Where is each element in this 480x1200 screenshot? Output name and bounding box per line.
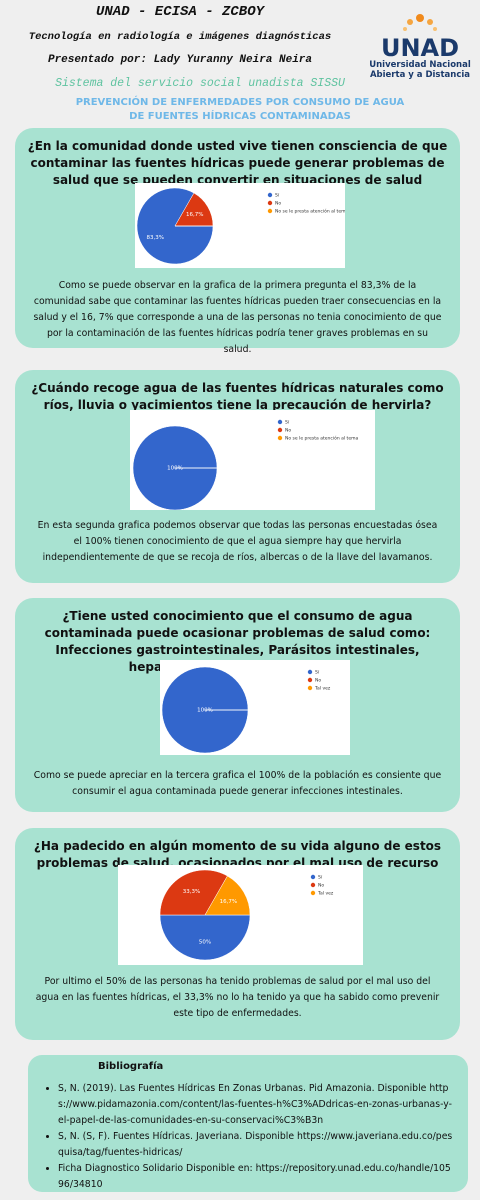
legend-swatch bbox=[267, 208, 273, 214]
section-card: ¿Tiene usted conocimiento que el consumo… bbox=[15, 598, 460, 812]
legend-swatch bbox=[307, 677, 313, 683]
bibliography-item: S, N. (S, F). Fuentes Hídricas. Javerian… bbox=[58, 1129, 456, 1161]
legend-label: Sí bbox=[318, 874, 323, 881]
pie-slice bbox=[204, 875, 251, 916]
bibliography-title: Bibliografía bbox=[98, 1061, 164, 1072]
header-line: Presentado por: Lady Yuranny Neira Neira bbox=[47, 54, 313, 66]
bibliography-item: S, N. (2019). Las Fuentes Hídricas En Zo… bbox=[58, 1081, 456, 1129]
caption: Como se puede observar en la grafica de … bbox=[33, 280, 442, 355]
header-line: Tecnología en radiología e imágenes diag… bbox=[28, 31, 332, 43]
legend-swatch bbox=[267, 200, 273, 206]
legend-label: No bbox=[285, 428, 291, 434]
caption: En esta segunda grafica podemos observar… bbox=[37, 520, 438, 563]
logo-icon bbox=[403, 14, 437, 31]
pie-chart: 50% 33,3% 16,7% Sí No Tal vez bbox=[118, 865, 363, 965]
legend-swatch bbox=[277, 435, 283, 441]
section-card: ¿Cuándo recoge agua de las fuentes hídri… bbox=[15, 370, 460, 583]
caption: Por ultimo el 50% de las personas ha ten… bbox=[35, 976, 440, 1019]
legend-swatch bbox=[310, 890, 316, 896]
caption: Como se puede apreciar en la tercera gra… bbox=[33, 770, 442, 797]
pie-slice bbox=[159, 869, 228, 916]
slice-label: 83,3% bbox=[147, 235, 164, 241]
legend-label: No bbox=[318, 883, 324, 889]
slice-label: 33,3% bbox=[183, 889, 200, 895]
logo: UNAD Universidad Nacional Abierta y a Di… bbox=[365, 12, 475, 80]
legend-label: No bbox=[315, 678, 321, 684]
legend-label: No se le presta atención al tema bbox=[275, 208, 345, 215]
legend-swatch bbox=[267, 192, 273, 198]
legend-swatch bbox=[307, 669, 313, 675]
main-title: PREVENCIÓN DE ENFERMEDADES POR CONSUMO D… bbox=[75, 97, 405, 122]
header-line: UNAD - ECISA - ZCBOY bbox=[95, 4, 265, 20]
pie-slice bbox=[159, 914, 251, 961]
logo-text: Abierta y a Distancia bbox=[369, 70, 471, 80]
slice-label: 50% bbox=[199, 940, 211, 946]
slice-label: 16,7% bbox=[220, 899, 237, 905]
question: ¿En la comunidad donde usted vive tienen… bbox=[27, 139, 448, 204]
legend-label: Tal vez bbox=[314, 686, 331, 692]
section-card: ¿Ha padecido en algún momento de su vida… bbox=[15, 828, 460, 1040]
legend-swatch bbox=[307, 685, 313, 691]
bibliography-item: Ficha Diagnostico Solidario Disponible e… bbox=[58, 1161, 456, 1193]
legend-label: No se le presta atención al tema bbox=[285, 435, 358, 442]
legend-swatch bbox=[277, 427, 283, 433]
logo-text: Universidad Nacional bbox=[369, 60, 471, 70]
question: ¿Cuándo recoge agua de las fuentes hídri… bbox=[31, 381, 444, 412]
legend-label: Sí bbox=[285, 419, 290, 426]
legend-swatch bbox=[310, 882, 316, 888]
legend-label: Sí bbox=[275, 192, 280, 199]
slice-label: 100% bbox=[197, 708, 213, 714]
pie-slice bbox=[136, 187, 214, 265]
legend-label: Tal vez bbox=[317, 891, 334, 897]
header-line: Sistema del servicio social unadista SIS… bbox=[55, 77, 345, 90]
legend-swatch bbox=[310, 874, 316, 880]
legend-label: Sí bbox=[315, 669, 320, 676]
legend-label: No bbox=[275, 201, 281, 207]
bibliography-list: S, N. (2019). Las Fuentes Hídricas En Zo… bbox=[28, 1081, 456, 1193]
bibliography: Bibliografía S, N. (2019). Las Fuentes H… bbox=[28, 1055, 468, 1192]
legend-swatch bbox=[277, 419, 283, 425]
logo-name: UNAD bbox=[380, 34, 460, 62]
section-card: ¿En la comunidad donde usted vive tienen… bbox=[15, 128, 460, 355]
slice-label: 16,7% bbox=[186, 212, 203, 218]
pie-chart: 100% Sí No Tal vez bbox=[160, 660, 350, 755]
slice-label: 100% bbox=[167, 466, 183, 472]
